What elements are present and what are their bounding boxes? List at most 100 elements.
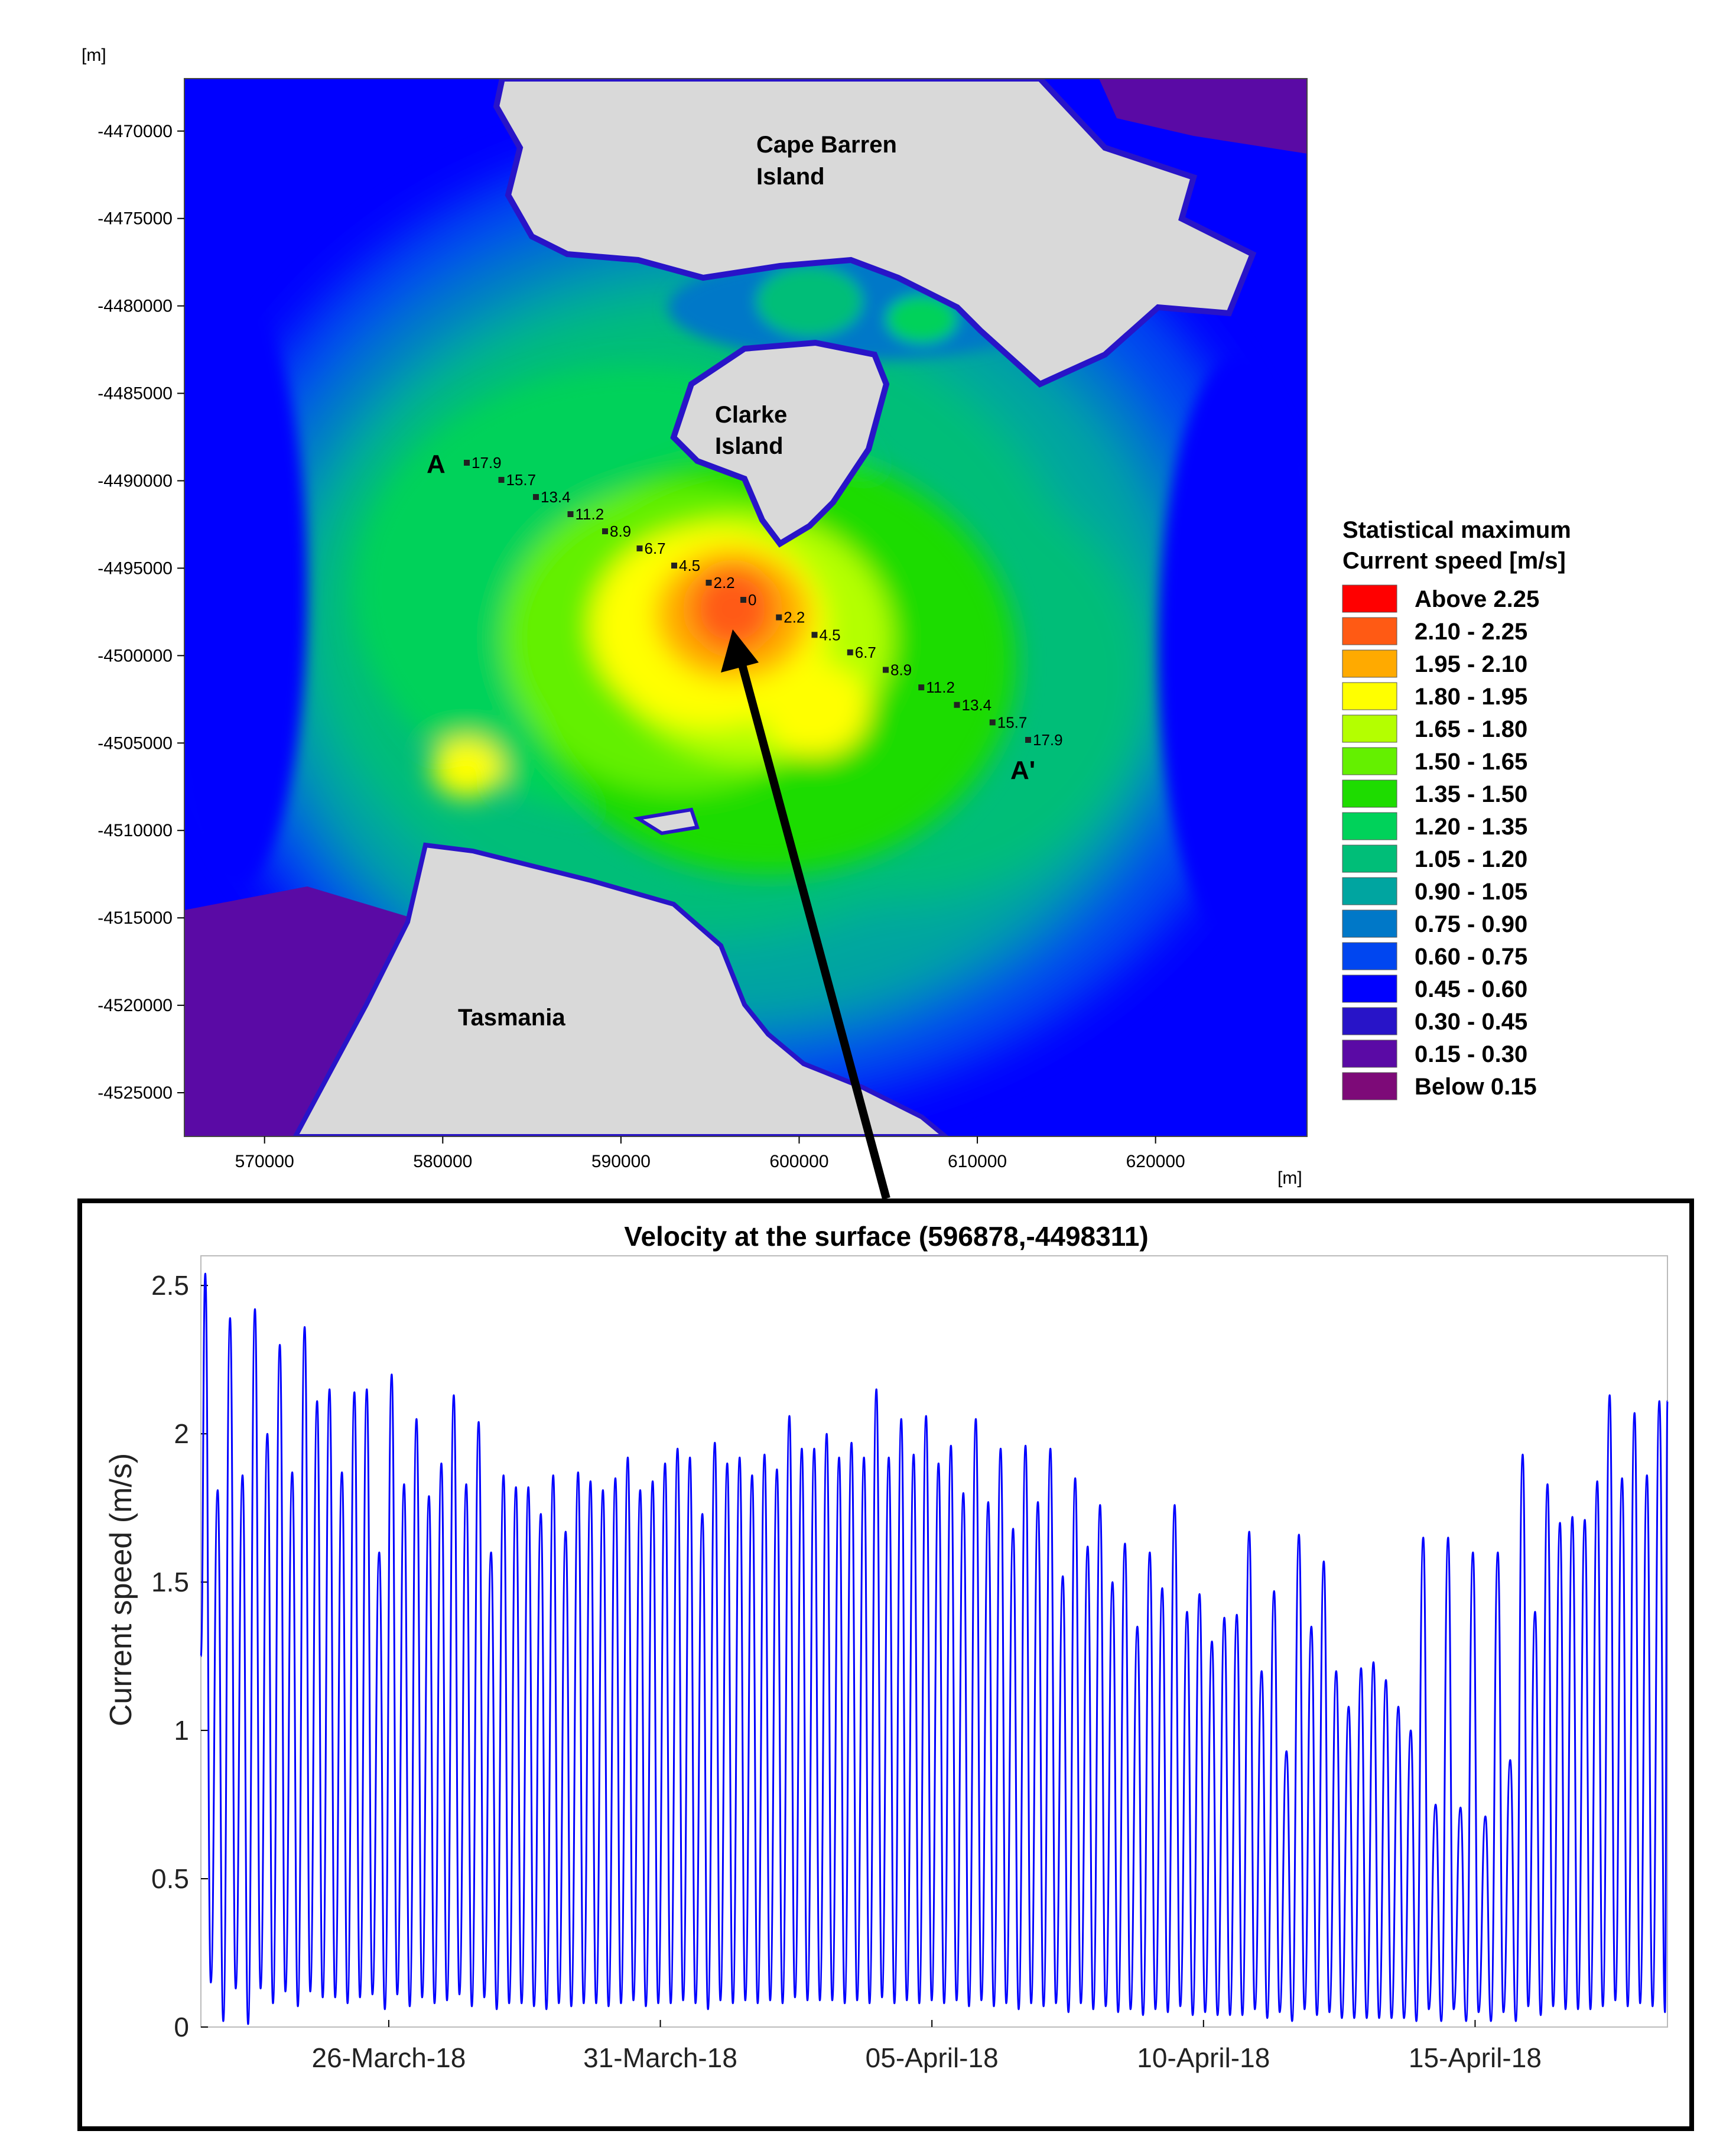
speed-legend: Statistical maximum Current speed [m/s] … (1342, 517, 1571, 1100)
legend-swatch (1342, 1007, 1397, 1035)
legend-item-label: 2.10 - 2.25 (1415, 619, 1527, 645)
legend-item-label: 1.50 - 1.65 (1415, 749, 1527, 775)
map-y-tick-label: -4500000 (97, 646, 173, 665)
map-x-tick-label: 570000 (235, 1152, 294, 1171)
legend-title-line2: Current speed [m/s] (1342, 548, 1566, 574)
legend-item-label: 0.75 - 0.90 (1415, 911, 1527, 937)
transect-a-marker (533, 494, 539, 500)
transect-b-label: 6.7 (855, 644, 876, 661)
map-y-unit: [m] (82, 46, 106, 65)
map-x-tick-label: 600000 (769, 1152, 828, 1171)
legend-item-label: 0.45 - 0.60 (1415, 976, 1527, 1002)
transect-a-label: 15.7 (506, 471, 537, 489)
map-frame (184, 78, 1308, 1137)
tasmania-land (292, 842, 950, 1136)
current-speed-map: Cape Barren Island Clarke Island Tasmani… (82, 46, 1308, 1188)
legend-item-label: 0.30 - 0.45 (1415, 1009, 1527, 1035)
legend-swatch (1342, 617, 1397, 645)
transect-b-label: 4.5 (820, 626, 841, 644)
transect-a-label: 8.9 (610, 522, 631, 540)
transect-b-label: 11.2 (926, 678, 955, 696)
legend-title-line1: Statistical maximum (1342, 517, 1571, 543)
ts-y-tick-label: 0 (174, 2012, 189, 2042)
transect-b-marker (811, 632, 818, 638)
legend-swatch (1342, 812, 1397, 840)
cape-barren-island-land (493, 79, 1257, 388)
ts-y-tick-label: 2.5 (151, 1270, 189, 1301)
transect-a-marker (740, 597, 746, 603)
section-label-a: A (427, 450, 446, 479)
legend-swatch (1342, 779, 1397, 808)
transect-b-marker (1025, 737, 1031, 743)
time-series-y-label: Current speed (m/s) (104, 1453, 138, 1726)
transect-b-label: 8.9 (890, 661, 912, 679)
map-y-axis: -4470000 -4475000 -4480000 -4485000 -4490000… (97, 122, 184, 1103)
small-islet (633, 807, 700, 836)
transect-b-marker (883, 667, 889, 673)
ts-x-tick-label: 10-April-18 (1137, 2042, 1270, 2073)
legend-swatch (1342, 844, 1397, 873)
legend-swatch (1342, 910, 1397, 938)
map-y-tick-label: -4495000 (97, 558, 173, 578)
time-series-plot: 0 0.5 1 1.5 2 2.5 26-March-18 31-March-18 05-Apr… (151, 1255, 1669, 2073)
map-y-tick-label: -4475000 (97, 209, 173, 229)
map-x-unit: [m] (1277, 1168, 1302, 1188)
ts-y-tick-label: 0.5 (151, 1863, 189, 1894)
legend-swatch (1342, 1072, 1397, 1100)
tasmania-label: Tasmania (458, 1005, 565, 1031)
map-field (184, 79, 1307, 1136)
ts-x-tick-label: 05-April-18 (866, 2042, 999, 2073)
transect-a-label: 6.7 (645, 540, 666, 557)
ts-x-tick-label: 26-March-18 (312, 2042, 466, 2073)
legend-swatch (1342, 1040, 1397, 1068)
legend-item-label: 1.05 - 1.20 (1415, 846, 1527, 872)
legend-swatch (1342, 877, 1397, 905)
legend-item-label: 1.80 - 1.95 (1415, 684, 1527, 710)
transect-b-label: 15.7 (997, 713, 1028, 731)
map-y-tick-label: -4490000 (97, 471, 173, 491)
map-y-tick-label: -4485000 (97, 384, 173, 404)
map-x-tick-label: 610000 (948, 1152, 1007, 1171)
ts-y-tick-label: 2 (174, 1418, 189, 1449)
transect-a-marker (636, 545, 643, 551)
legend-item-label: 1.95 - 2.10 (1415, 651, 1527, 677)
legend-swatch (1342, 942, 1397, 970)
clarke-label-2: Island (715, 433, 784, 459)
transect-b-marker (776, 614, 782, 621)
map-y-tick-label: -4470000 (97, 122, 173, 141)
transect-a-marker (498, 477, 505, 483)
section-label-a-prime: A' (1010, 756, 1035, 785)
ts-x-tick-label: 31-March-18 (583, 2042, 737, 2073)
clarke-label-1: Clarke (715, 402, 787, 428)
ts-y-tick-label: 1.5 (151, 1567, 189, 1597)
legend-swatch (1342, 975, 1397, 1003)
legend-swatch (1342, 682, 1397, 710)
map-x-tick-label: 590000 (591, 1152, 651, 1171)
transect-b-label: 13.4 (962, 696, 992, 714)
transect-a-label: 11.2 (576, 505, 604, 523)
legend-swatch (1342, 649, 1397, 678)
legend-item-label: 1.35 - 1.50 (1415, 781, 1527, 807)
legend-item-label: 0.15 - 0.30 (1415, 1041, 1527, 1067)
transect-a-marker (567, 511, 574, 517)
map-y-tick-label: -4520000 (97, 996, 173, 1015)
transect-b-marker (918, 684, 925, 691)
transect-markers: 17.915.713.411.28.96.74.52.202.24.56.78.… (464, 454, 1063, 749)
legend-item-label: 1.20 - 1.35 (1415, 814, 1527, 840)
legend-item-label: Below 0.15 (1415, 1074, 1537, 1100)
speed-field-inner (355, 366, 1016, 875)
transect-b-marker (847, 649, 853, 655)
transect-b-marker (989, 719, 996, 726)
time-series-title: Velocity at the surface (596878,-4498311… (624, 1221, 1148, 1252)
transect-a-label: 17.9 (472, 454, 502, 472)
map-x-axis: 570000 580000 590000 600000 610000 620000 (235, 1136, 1185, 1171)
transect-a-label: 0 (748, 591, 756, 609)
ne-low-speed-zone (1099, 79, 1307, 154)
map-y-tick-label: -4515000 (97, 908, 173, 928)
legend-item-label: 0.90 - 1.05 (1415, 879, 1527, 905)
cape-barren-label-1: Cape Barren (756, 132, 897, 158)
transect-a-marker (602, 528, 608, 534)
cape-barren-label-2: Island (756, 164, 825, 190)
map-y-tick-label: -4505000 (97, 733, 173, 753)
